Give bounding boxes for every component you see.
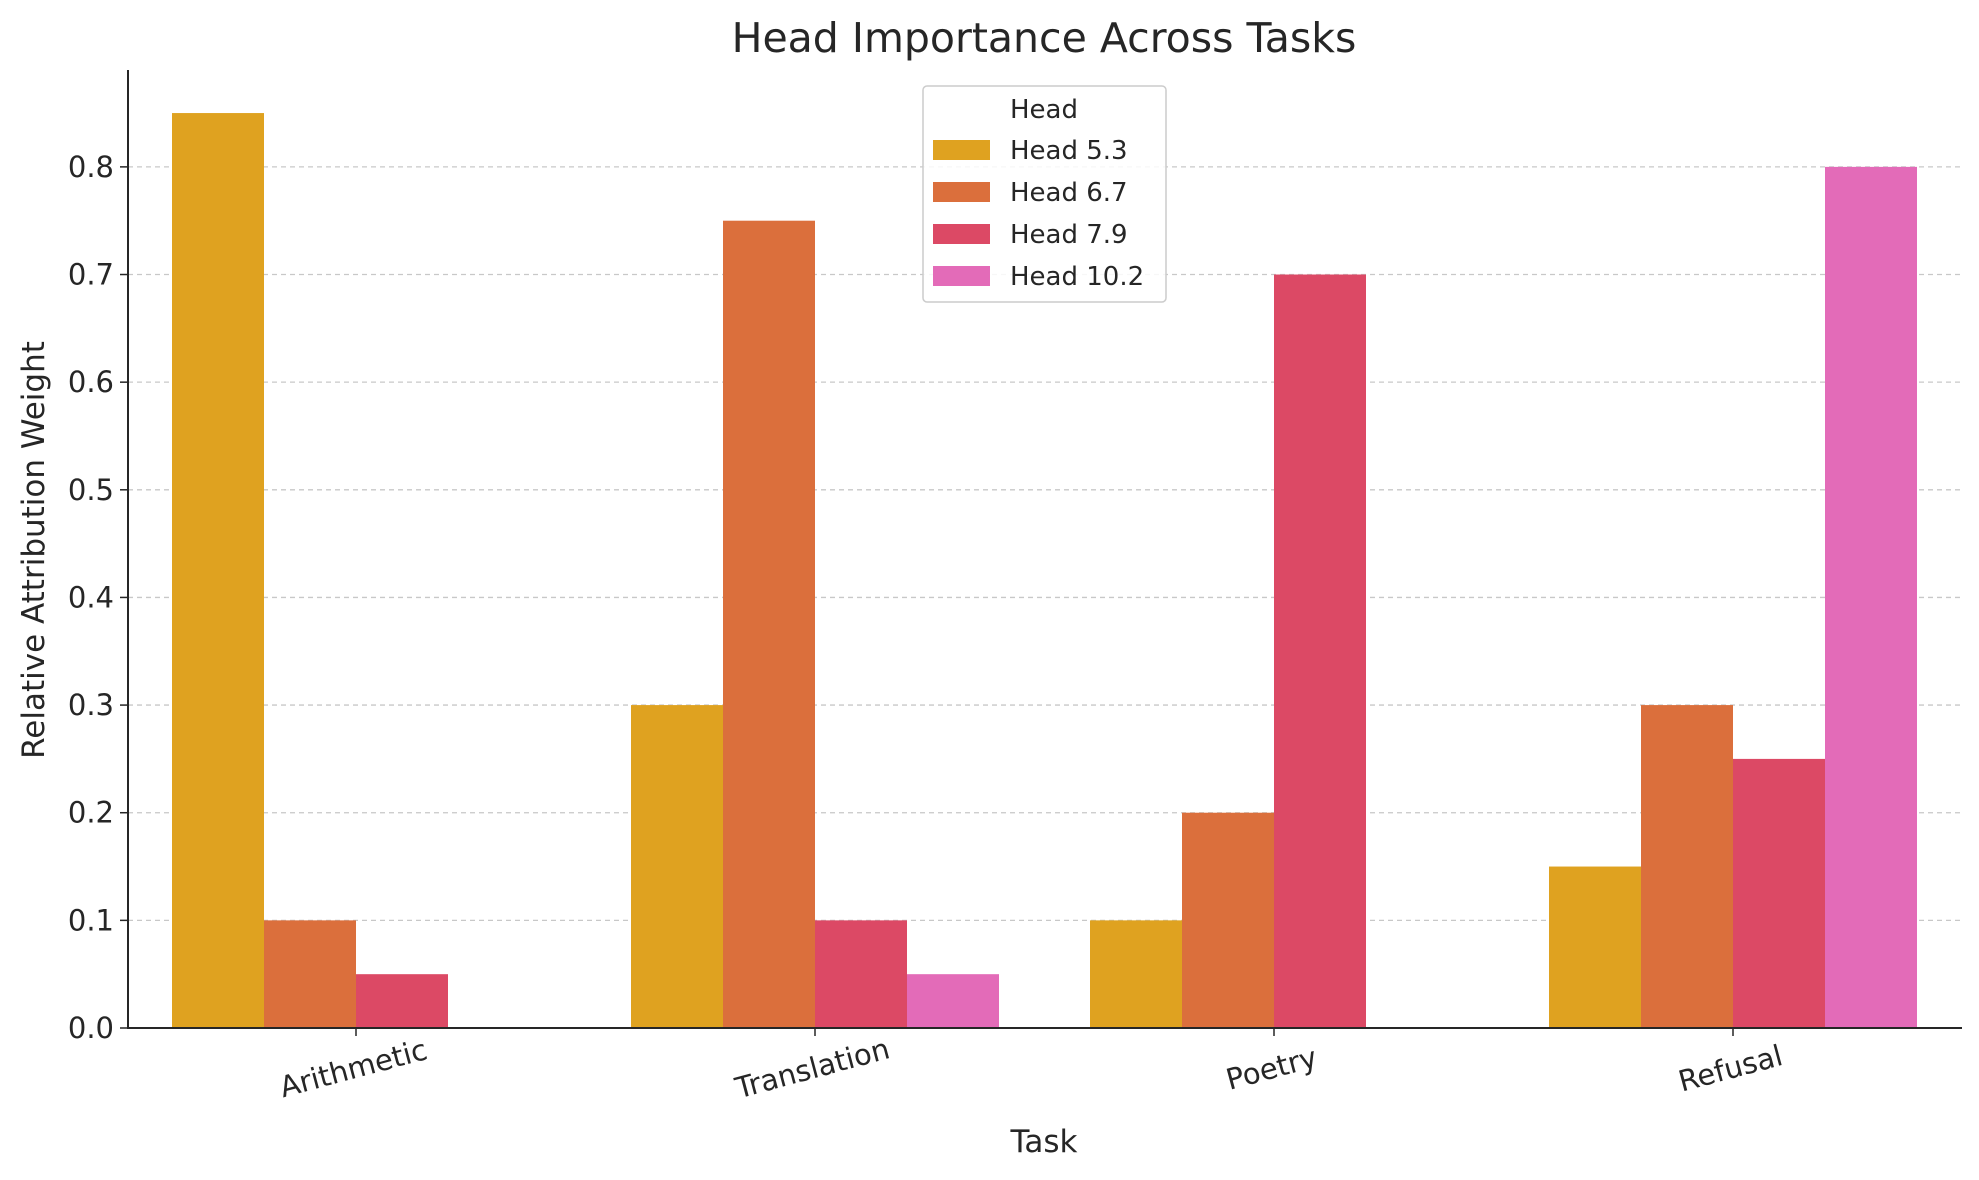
x-ticks: Arithmetic Translation Poetry Refusal xyxy=(276,1028,1786,1105)
x-tick-label: Refusal xyxy=(1675,1038,1786,1098)
legend-swatch xyxy=(933,140,990,160)
bar xyxy=(815,920,907,1028)
bars xyxy=(172,113,1917,1029)
bar xyxy=(1090,920,1182,1028)
legend-title: Head xyxy=(1010,95,1078,125)
legend-entry: Head 7.9 xyxy=(1010,220,1128,250)
bar xyxy=(172,113,264,1029)
y-tick-label: 0.5 xyxy=(68,473,114,507)
legend-entry: Head 5.3 xyxy=(1010,136,1128,166)
legend-swatch xyxy=(933,182,990,202)
bar xyxy=(1825,166,1917,1028)
bar xyxy=(631,705,723,1028)
bar xyxy=(1733,758,1825,1028)
y-axis-label: Relative Attribution Weight xyxy=(16,341,52,759)
y-ticks: 0.0 0.1 0.2 0.3 0.4 0.5 0.6 0.7 0.8 xyxy=(68,150,128,1045)
y-tick-label: 0.3 xyxy=(68,688,114,722)
x-tick-label: Translation xyxy=(731,1031,893,1105)
legend: Head Head 5.3 Head 6.7 Head 7.9 Head 10.2 xyxy=(922,85,1167,303)
bar xyxy=(1182,812,1274,1028)
x-axis-label: Task xyxy=(1010,1124,1078,1160)
x-tick-label: Arithmetic xyxy=(276,1032,431,1104)
y-tick-label: 0.2 xyxy=(68,796,114,830)
bar xyxy=(356,974,448,1028)
bar xyxy=(264,920,356,1028)
bar xyxy=(723,220,815,1028)
bar xyxy=(907,974,999,1028)
bar xyxy=(1549,866,1641,1028)
y-tick-label: 0.4 xyxy=(68,580,114,614)
y-tick-label: 0.0 xyxy=(68,1011,114,1045)
legend-entry: Head 6.7 xyxy=(1010,178,1128,208)
chart-title: Head Importance Across Tasks xyxy=(732,14,1357,62)
y-tick-label: 0.1 xyxy=(68,903,114,937)
legend-items: Head 5.3 Head 6.7 Head 7.9 Head 10.2 xyxy=(933,136,1144,292)
legend-swatch xyxy=(933,266,990,286)
axes xyxy=(127,70,1962,1029)
legend-entry: Head 10.2 xyxy=(1010,262,1144,292)
y-tick-label: 0.7 xyxy=(68,258,114,292)
bar xyxy=(1274,274,1366,1028)
y-tick-label: 0.8 xyxy=(68,150,114,184)
x-tick-label: Poetry xyxy=(1222,1040,1320,1097)
y-tick-label: 0.6 xyxy=(68,365,114,399)
bar xyxy=(1641,705,1733,1028)
legend-swatch xyxy=(933,224,990,244)
